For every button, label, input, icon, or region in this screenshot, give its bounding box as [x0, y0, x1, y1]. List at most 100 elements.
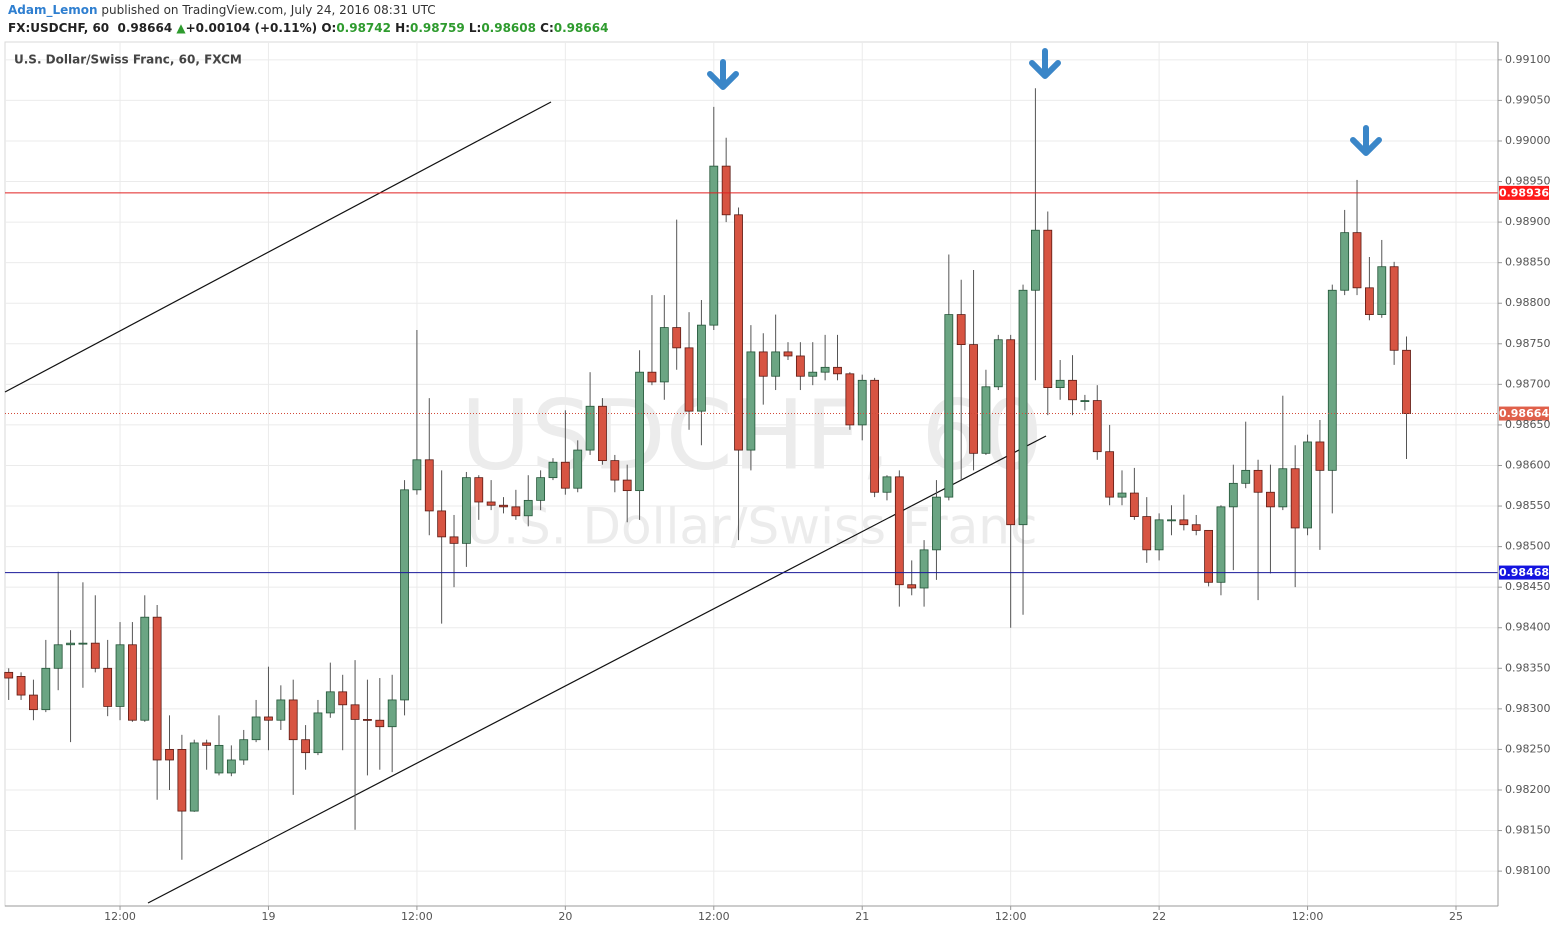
- y-tick-label: 0.99000: [1505, 134, 1551, 147]
- arrows: [707, 48, 1382, 156]
- candle-body: [1191, 524, 1201, 531]
- candle-body: [1018, 289, 1028, 526]
- publish-line: Adam_Lemon published on TradingView.com,…: [8, 3, 436, 17]
- y-tick-label: 0.98750: [1505, 337, 1551, 350]
- x-tick-label: 12:00: [698, 910, 730, 923]
- candle-body: [1092, 400, 1102, 453]
- candle-body: [350, 704, 360, 720]
- candle-body: [1142, 516, 1152, 551]
- candle-body: [894, 476, 904, 586]
- x-tick-label: 22: [1152, 910, 1166, 923]
- candle-body: [882, 476, 892, 493]
- candle-body: [1154, 519, 1164, 551]
- candle-body: [239, 739, 249, 761]
- candle-body: [1402, 349, 1411, 414]
- candle-body: [16, 676, 26, 696]
- candle-body: [486, 501, 496, 506]
- candles: [4, 88, 1411, 860]
- open-value: 0.98742: [336, 21, 391, 35]
- candle-body: [127, 644, 137, 721]
- candle-body: [783, 351, 793, 357]
- candle-body: [1006, 339, 1016, 526]
- candle-body: [115, 644, 125, 707]
- axes: 0.98100 0.98150 0.98200 0.98250 0.98300 0.983…: [104, 53, 1550, 923]
- candle-body: [90, 642, 100, 669]
- candle-body: [301, 739, 310, 754]
- candle-body: [1105, 451, 1115, 498]
- price-tag-label: 0.98664: [1499, 407, 1549, 420]
- watermark-subtitle: U.S. Dollar/Swiss Franc: [467, 498, 1038, 556]
- candle-body: [251, 716, 261, 741]
- candle-body: [932, 496, 941, 551]
- candle-body: [1080, 400, 1090, 402]
- last-price: 0.98664: [117, 21, 173, 35]
- close-label: C:: [540, 21, 554, 35]
- y-tick-label: 0.98250: [1505, 742, 1551, 755]
- candle-body: [41, 667, 51, 711]
- x-tick-label: 12:00: [401, 910, 433, 923]
- y-tick-label: 0.98150: [1505, 824, 1551, 837]
- candle-body: [53, 644, 63, 669]
- close-value: 0.98664: [553, 21, 609, 35]
- candle-body: [523, 499, 533, 517]
- chart-title: U.S. Dollar/Swiss Franc, 60, FXCM: [14, 53, 242, 67]
- candle-body: [400, 489, 409, 701]
- grid: [5, 42, 1498, 906]
- candle-body: [1340, 232, 1350, 291]
- price-tag-label: 0.98468: [1499, 566, 1549, 579]
- candle-body: [734, 214, 743, 451]
- candle-body: [870, 379, 879, 493]
- y-tick-label: 0.98900: [1505, 215, 1551, 228]
- candle-body: [1216, 506, 1226, 583]
- up-icon: ▲: [176, 21, 186, 35]
- trend-line: [4, 101, 552, 393]
- y-tick-label: 0.98650: [1505, 418, 1551, 431]
- y-tick-label: 0.98700: [1505, 377, 1551, 390]
- candle-body: [672, 327, 682, 349]
- candle-body: [1043, 229, 1053, 388]
- candle-body: [907, 584, 917, 589]
- candle-body: [1389, 266, 1399, 351]
- candle-body: [536, 477, 546, 501]
- y-tick-label: 0.98600: [1505, 458, 1551, 471]
- y-tick-label: 0.98300: [1505, 702, 1551, 715]
- y-tick-label: 0.98850: [1505, 256, 1551, 269]
- high-value: 0.98759: [410, 21, 465, 35]
- candle-body: [202, 742, 212, 746]
- y-tick-label: 0.98550: [1505, 499, 1551, 512]
- price-tag: [1499, 406, 1549, 421]
- high-label: H:: [395, 21, 411, 35]
- candle-body: [808, 371, 818, 377]
- price-tag: [1499, 185, 1549, 200]
- candle-body: [449, 536, 459, 544]
- candle-body: [226, 759, 236, 774]
- candle-body: [1129, 492, 1139, 517]
- candle-body: [573, 449, 583, 489]
- y-tick-label: 0.98100: [1505, 864, 1551, 877]
- x-tick-label: 21: [855, 910, 869, 923]
- candle-body: [845, 373, 855, 426]
- candle-body: [944, 314, 954, 498]
- candle-body: [610, 460, 620, 481]
- candle-body: [264, 716, 273, 721]
- candle-body: [721, 165, 731, 216]
- candle-body: [103, 667, 113, 707]
- candle-body: [1055, 379, 1065, 388]
- candle-body: [548, 461, 558, 479]
- change: +0.00104 (+0.11%): [185, 21, 318, 35]
- candle-body: [313, 712, 323, 754]
- x-tick-label: 12:00: [104, 910, 136, 923]
- y-tick-label: 0.98500: [1505, 540, 1551, 553]
- candle-body: [276, 699, 286, 721]
- candle-body: [1352, 232, 1362, 289]
- author[interactable]: Adam_Lemon: [8, 3, 98, 17]
- candle-body: [820, 366, 830, 373]
- candle-body: [993, 339, 1003, 388]
- candle-body: [511, 506, 521, 517]
- down-arrow: [707, 59, 739, 90]
- candle-body: [437, 510, 447, 538]
- candle-body: [474, 477, 484, 503]
- candle-body: [1377, 266, 1387, 315]
- horizontal-lines: 0.98936 0.98664 0.98468: [5, 185, 1549, 580]
- candle-body: [585, 405, 595, 451]
